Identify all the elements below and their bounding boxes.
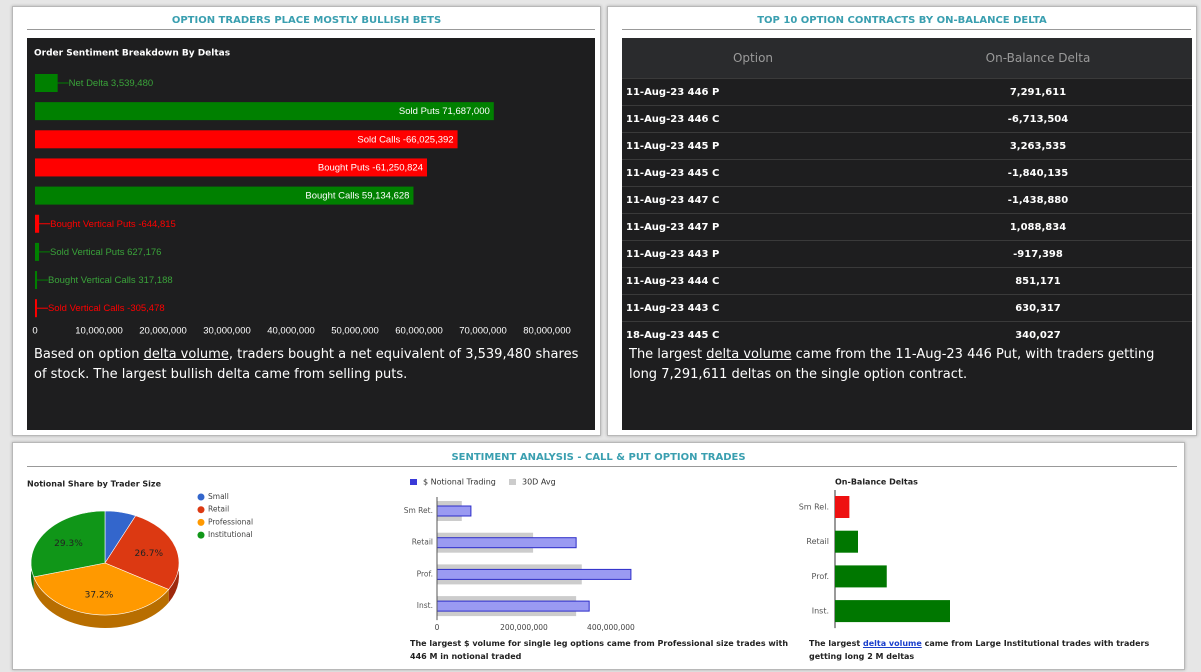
chart-caption: The largest $ volume for single leg opti… [410,637,795,663]
table-cell: -6,713,504 [884,105,1192,133]
panel-title: SENTIMENT ANALYSIS - CALL & PUT OPTION T… [451,452,746,463]
note-text: , traders bought a net equivalent of 3,5… [34,347,579,382]
table-cell: 18-Aug-23 445 C [622,321,884,348]
note-text: The largest [809,639,863,648]
table-row: 11-Aug-23 443 C 630,317 [622,294,1192,322]
contracts-table: Option On-Balance Delta 11-Aug-23 446 P 7,2… [622,38,1192,348]
rule [622,29,1191,30]
table-row: 11-Aug-23 444 C 851,171 [622,267,1192,295]
table-cell: 11-Aug-23 447 P [622,213,884,241]
table-cell: 340,027 [884,321,1192,348]
table-row: 11-Aug-23 446 P 7,291,611 [622,78,1192,106]
note-text: Based on option [34,347,144,362]
panel-title: TOP 10 OPTION CONTRACTS BY ON-BALANCE DE… [757,15,1047,26]
table-note: The largest delta volume came from the 1… [629,345,1179,385]
header-cell: Option [622,38,884,79]
table-cell: 7,291,611 [884,78,1192,106]
table-cell: -917,398 [884,240,1192,268]
panel-title: OPTION TRADERS PLACE MOSTLY BULLISH BETS [171,15,442,26]
note-text: The largest [629,347,707,362]
table-cell: -1,840,135 [884,159,1192,187]
note-text: came from Large Institutional trades wit… [809,639,1150,661]
table-row: 18-Aug-23 445 C 340,027 [622,321,1192,348]
table-cell: 11-Aug-23 445 C [622,159,884,187]
table-cell: 11-Aug-23 446 P [622,78,884,106]
header-row: Option On-Balance Delta [622,38,1192,79]
table-cell: -1,438,880 [884,186,1192,214]
table-cell: 3,263,535 [884,132,1192,160]
table-row: 11-Aug-23 445 P 3,263,535 [622,132,1192,160]
chart-note: Based on option delta volume, traders bo… [34,345,584,385]
table-row: 11-Aug-23 447 P 1,088,834 [622,213,1192,241]
note-link[interactable]: delta volume [143,347,229,362]
table-cell: 1,088,834 [884,213,1192,241]
table-cell: 11-Aug-23 446 C [622,105,884,133]
table-cell: 11-Aug-23 443 P [622,240,884,268]
table-cell: 11-Aug-23 443 C [622,294,884,322]
table-cell: 630,317 [884,294,1192,322]
table-cell: 851,171 [884,267,1192,295]
table-row: 11-Aug-23 446 C -6,713,504 [622,105,1192,133]
rule [27,29,595,30]
table-row: 11-Aug-23 443 P -917,398 [622,240,1192,268]
table-row: 11-Aug-23 445 C -1,840,135 [622,159,1192,187]
panel: SENTIMENT ANALYSIS - CALL & PUT OPTION T… [12,442,1185,670]
table-cell: 11-Aug-23 447 C [622,186,884,214]
note-text: The largest $ volume for single leg opti… [410,639,789,661]
header-cell: On-Balance Delta [884,38,1192,79]
table-row: 11-Aug-23 447 C -1,438,880 [622,186,1192,214]
chart-caption: The largest delta volume came from Large… [809,637,1181,663]
note-link[interactable]: delta volume [862,639,922,648]
table-cell: 11-Aug-23 444 C [622,267,884,295]
rule [27,466,1177,467]
table-cell: 11-Aug-23 445 P [622,132,884,160]
note-link[interactable]: delta volume [706,347,792,362]
note-text: came from the 11-Aug-23 446 Put, with tr… [629,347,1155,382]
